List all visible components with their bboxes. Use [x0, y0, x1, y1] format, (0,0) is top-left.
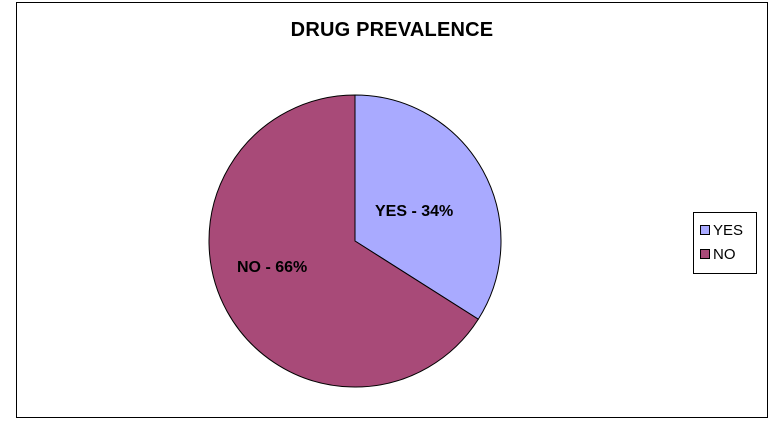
pie-slice-no: [208, 94, 479, 388]
legend-swatch-no: [700, 249, 710, 259]
pie-chart: YES - 34% NO - 66%: [208, 94, 502, 388]
legend-label-no: NO: [713, 245, 736, 263]
legend-item-yes: YES: [700, 218, 756, 242]
legend-label-yes: YES: [713, 221, 744, 239]
legend-swatch-yes: [700, 225, 710, 235]
chart-frame: DRUG PREVALENCE YES - 34% NO - 66% YES N…: [16, 2, 768, 418]
data-label-yes: YES - 34%: [375, 203, 453, 220]
pie-slice-yes: [354, 94, 502, 320]
data-label-no: NO - 66%: [237, 259, 307, 276]
legend-item-no: NO: [700, 242, 756, 266]
legend: YES NO: [693, 212, 757, 274]
chart-title: DRUG PREVALENCE: [290, 19, 494, 41]
